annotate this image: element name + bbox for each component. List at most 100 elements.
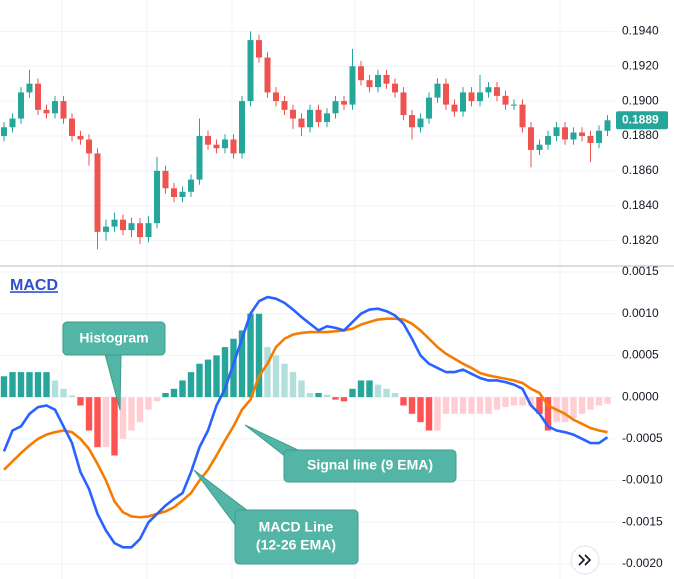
candle-body <box>358 66 364 81</box>
histogram-bar <box>587 397 594 410</box>
candle-body <box>443 83 449 105</box>
histogram-bar <box>9 372 16 398</box>
candle-body <box>587 135 594 143</box>
histogram-bar <box>94 397 101 448</box>
scroll-button[interactable] <box>570 545 600 575</box>
y-tick-label: 0.1900 <box>622 93 659 107</box>
candle-body <box>366 80 373 88</box>
histogram-bar <box>68 395 76 398</box>
candle-body <box>562 127 568 140</box>
candle-body <box>69 118 75 136</box>
candle-body <box>264 57 271 93</box>
histogram-bar <box>417 397 424 423</box>
histogram-bar <box>570 397 577 418</box>
candle-body <box>315 109 322 123</box>
histogram-bar <box>221 347 229 398</box>
callout-macd: MACD Line (12-26 EMA) <box>193 469 359 565</box>
candle-body <box>511 104 517 106</box>
candle-body <box>502 95 509 105</box>
candle-body <box>570 132 577 140</box>
candle-body <box>451 104 458 112</box>
histogram-bar <box>26 372 33 398</box>
candle-body <box>1 127 7 136</box>
panel-title: MACD <box>10 277 58 294</box>
candle-body <box>519 104 526 128</box>
histogram-bar <box>119 397 127 439</box>
signal-line <box>3 317 608 519</box>
candle-body <box>179 191 186 198</box>
y-tick-label: 0.1820 <box>622 233 659 247</box>
histogram-bar <box>391 392 399 398</box>
y-tick-label: -0.0015 <box>622 514 663 528</box>
y-tick-label: 0.1940 <box>622 24 659 38</box>
histogram-bar <box>153 397 161 402</box>
candle-body <box>400 92 407 116</box>
y-tick-label: 0.1920 <box>622 58 659 72</box>
histogram-bar <box>289 372 297 398</box>
candle-body <box>18 92 24 119</box>
candle-body <box>213 144 220 149</box>
histogram-bar <box>527 397 535 406</box>
candle-body <box>290 109 296 119</box>
candle-body <box>434 83 441 98</box>
candle-body <box>60 101 67 119</box>
histogram-bar <box>383 388 390 398</box>
histogram-bar <box>247 313 254 398</box>
histogram-bar <box>85 397 93 431</box>
histogram-bar <box>77 397 84 406</box>
histogram-bar <box>332 397 339 400</box>
histogram-bar <box>595 397 603 406</box>
histogram-bar <box>255 313 263 398</box>
candle-body <box>9 118 16 128</box>
histogram-bar <box>476 397 484 414</box>
histogram-bar <box>502 397 509 408</box>
scroll-icon[interactable] <box>578 554 592 566</box>
histogram-bar <box>374 384 382 398</box>
histogram-bar <box>400 397 407 406</box>
candle-body <box>468 92 475 102</box>
y-tick-label: 0.0005 <box>622 348 659 362</box>
candle-body <box>485 87 492 93</box>
candle-body <box>579 132 585 136</box>
y-tick-label: -0.0020 <box>622 556 663 570</box>
candle-body <box>460 92 466 112</box>
histogram-bar <box>238 330 246 398</box>
candle-body <box>553 127 560 136</box>
candle-body <box>528 127 534 150</box>
candle-body <box>52 101 58 114</box>
histogram-bar <box>425 397 433 431</box>
macd-line <box>2 295 609 549</box>
histogram-bar <box>323 394 331 398</box>
y-tick-label: -0.0005 <box>622 431 663 445</box>
histogram-bar <box>561 397 569 423</box>
histogram-bar <box>136 397 144 423</box>
histogram-bar <box>272 355 280 398</box>
histogram-bar <box>17 372 25 398</box>
histogram-bar <box>468 397 475 414</box>
y-tick-label: 0.1840 <box>622 198 659 212</box>
candle-body <box>145 223 152 238</box>
candle-body <box>477 92 483 102</box>
histogram-bar <box>204 359 212 398</box>
candle-body <box>281 101 288 110</box>
candle-body <box>324 113 330 123</box>
candle-body <box>120 219 126 231</box>
candle-body <box>35 83 41 110</box>
callout-text: Signal line (9 EMA) <box>307 457 433 473</box>
callout-text: Histogram <box>79 330 148 346</box>
histogram-bar <box>145 397 152 410</box>
candle-body <box>536 144 543 150</box>
callout-box <box>283 449 457 483</box>
histogram-bar <box>298 380 305 398</box>
histogram-bar <box>536 397 543 414</box>
histogram-bar <box>170 388 178 398</box>
candle-body <box>545 135 551 145</box>
histogram-bar <box>43 372 50 398</box>
candle-body <box>137 223 143 238</box>
candle-body <box>26 83 33 93</box>
histogram-bar <box>451 397 458 414</box>
candle-body <box>77 135 84 140</box>
histogram-bar <box>306 392 314 398</box>
y-tick-label: 0.0015 <box>622 264 659 278</box>
